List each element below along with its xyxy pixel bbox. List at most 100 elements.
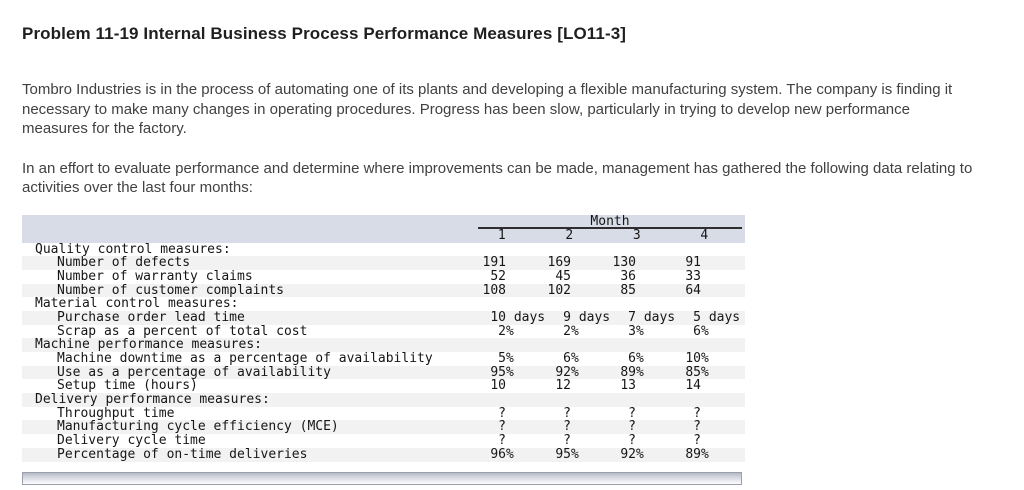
cell-value: 92 bbox=[620, 446, 636, 462]
cell-value: 102 bbox=[547, 282, 571, 298]
cell-value: 13 bbox=[620, 378, 636, 394]
cell-value: 64 bbox=[685, 282, 701, 298]
value-cell: 33 bbox=[636, 270, 701, 284]
horizontal-scrollbar[interactable] bbox=[22, 471, 742, 485]
cell-value: 5 bbox=[693, 309, 701, 325]
cell-value: 6 bbox=[563, 351, 571, 366]
value-cell: ? bbox=[506, 434, 571, 448]
cell-value: 108 bbox=[482, 282, 506, 298]
value-cell: 3% bbox=[571, 323, 644, 339]
table-row: Delivery cycle time ? ? ? ? bbox=[22, 434, 745, 448]
month-underline bbox=[478, 226, 742, 229]
value-cell: 191 bbox=[441, 256, 506, 270]
row-label: Delivery performance measures: bbox=[35, 392, 270, 408]
cell-value: 95 bbox=[555, 446, 571, 462]
value-cell: 64 bbox=[636, 282, 701, 298]
value-cell: 169 bbox=[506, 256, 571, 270]
value-cell: 85 bbox=[571, 282, 636, 298]
value-cell: 45 bbox=[506, 270, 571, 284]
cell-value: ? bbox=[693, 405, 701, 421]
table-row: Number of defects 191 169 130 91 bbox=[22, 256, 745, 270]
cell-value: ? bbox=[498, 405, 506, 421]
cell-value: ? bbox=[498, 433, 506, 449]
row-label: Quality control measures: bbox=[35, 241, 231, 257]
cell-value: 33 bbox=[685, 268, 701, 284]
table-body: Quality control measures: Number of defe… bbox=[22, 241, 745, 462]
table-row: Number of warranty claims 52 45 36 33 bbox=[22, 270, 745, 284]
value-cell: 6% bbox=[571, 352, 644, 366]
row-label: Purchase order lead time bbox=[57, 309, 245, 325]
row-label: Scrap as a percent of total cost bbox=[57, 323, 308, 339]
cell-value: ? bbox=[563, 405, 571, 421]
intro-paragraph: Tombro Industries is in the process of a… bbox=[22, 81, 953, 137]
value-cell: 13 bbox=[571, 379, 636, 393]
value-cell: ? bbox=[441, 420, 506, 434]
month-column-headers: 1 2 3 4 bbox=[468, 227, 740, 243]
cell-value: ? bbox=[563, 419, 571, 435]
cell-value: 6 bbox=[693, 323, 701, 339]
value-cell: 89% bbox=[571, 365, 643, 380]
cell-value: 7 bbox=[628, 309, 636, 325]
value-cell: 6% bbox=[636, 323, 709, 339]
table-row: Machine downtime as a percentage of avai… bbox=[22, 352, 745, 366]
cell-value: 169 bbox=[547, 255, 571, 271]
value-cell: ? bbox=[506, 407, 571, 421]
cell-value: 10 bbox=[490, 378, 506, 394]
value-cell: 7 days bbox=[571, 309, 675, 325]
value-cell: 92% bbox=[571, 446, 643, 462]
value-cell: ? bbox=[571, 434, 636, 448]
cell-value: ? bbox=[563, 433, 571, 449]
cell-value: 2 bbox=[498, 323, 506, 339]
row-label: Material control measures: bbox=[35, 296, 239, 312]
month-col-4: 4 bbox=[700, 227, 709, 243]
row-label: Number of defects bbox=[57, 255, 191, 271]
value-cell: 36 bbox=[571, 270, 636, 284]
cell-value: 96 bbox=[490, 446, 506, 462]
value-cell: 9 days bbox=[506, 309, 610, 325]
value-cell: 6% bbox=[506, 351, 579, 366]
table-row-category: Material control measures: bbox=[22, 297, 745, 311]
cell-value: 45 bbox=[555, 268, 571, 284]
value-cell: ? bbox=[636, 434, 701, 448]
cell-value: 89 bbox=[685, 446, 701, 462]
table-row: Purchase order lead time 10 days 9 days … bbox=[22, 311, 745, 325]
value-cell: 2% bbox=[441, 323, 514, 339]
value-cell: 5% bbox=[441, 351, 514, 366]
cell-value: 9 bbox=[563, 309, 571, 325]
cell-value: 5 bbox=[498, 351, 506, 366]
value-cell: 89% bbox=[636, 446, 708, 462]
row-label: Machine downtime as a percentage of avai… bbox=[57, 351, 433, 366]
table-row: Number of customer complaints 108 102 85… bbox=[22, 282, 745, 298]
value-cell: 95% bbox=[506, 446, 578, 462]
value-cell: ? bbox=[636, 420, 701, 434]
month-col-1: 1 bbox=[497, 227, 506, 243]
cell-value: 3 bbox=[628, 323, 636, 339]
value-cell: 12 bbox=[506, 379, 571, 393]
value-cell: 10 bbox=[441, 379, 506, 393]
cell-value: 2 bbox=[563, 323, 571, 339]
value-cell: 95% bbox=[441, 365, 513, 380]
month-header-label: Month bbox=[590, 213, 630, 229]
row-label: Throughput time bbox=[57, 405, 175, 421]
table-header: Month 1 2 3 4 bbox=[22, 213, 745, 243]
row-label: Percentage of on-time deliveries bbox=[57, 446, 308, 462]
cell-value: 191 bbox=[482, 255, 506, 271]
value-cell: 92% bbox=[506, 365, 578, 380]
cell-value: 85 bbox=[685, 364, 701, 380]
value-cell: 85% bbox=[636, 364, 708, 380]
row-label: Setup time (hours) bbox=[57, 378, 198, 394]
row-label: Delivery cycle time bbox=[57, 433, 206, 449]
value-cell: 108 bbox=[441, 282, 506, 298]
table-row: Manufacturing cycle efficiency (MCE) ? ?… bbox=[22, 420, 745, 435]
cell-value: 52 bbox=[490, 268, 506, 284]
month-col-2: 2 bbox=[565, 227, 574, 243]
row-label: Number of warranty claims bbox=[57, 268, 253, 284]
value-cell: 96% bbox=[441, 446, 513, 462]
performance-measures-table: Month 1 2 3 4 Quality control measures: … bbox=[22, 213, 745, 462]
cell-value: 10 bbox=[685, 351, 701, 366]
cell-value: 85 bbox=[620, 282, 636, 298]
value-cell: 102 bbox=[506, 282, 571, 298]
value-cell: ? bbox=[506, 420, 571, 434]
cell-value: ? bbox=[693, 419, 701, 435]
row-label: Machine performance measures: bbox=[35, 337, 262, 353]
